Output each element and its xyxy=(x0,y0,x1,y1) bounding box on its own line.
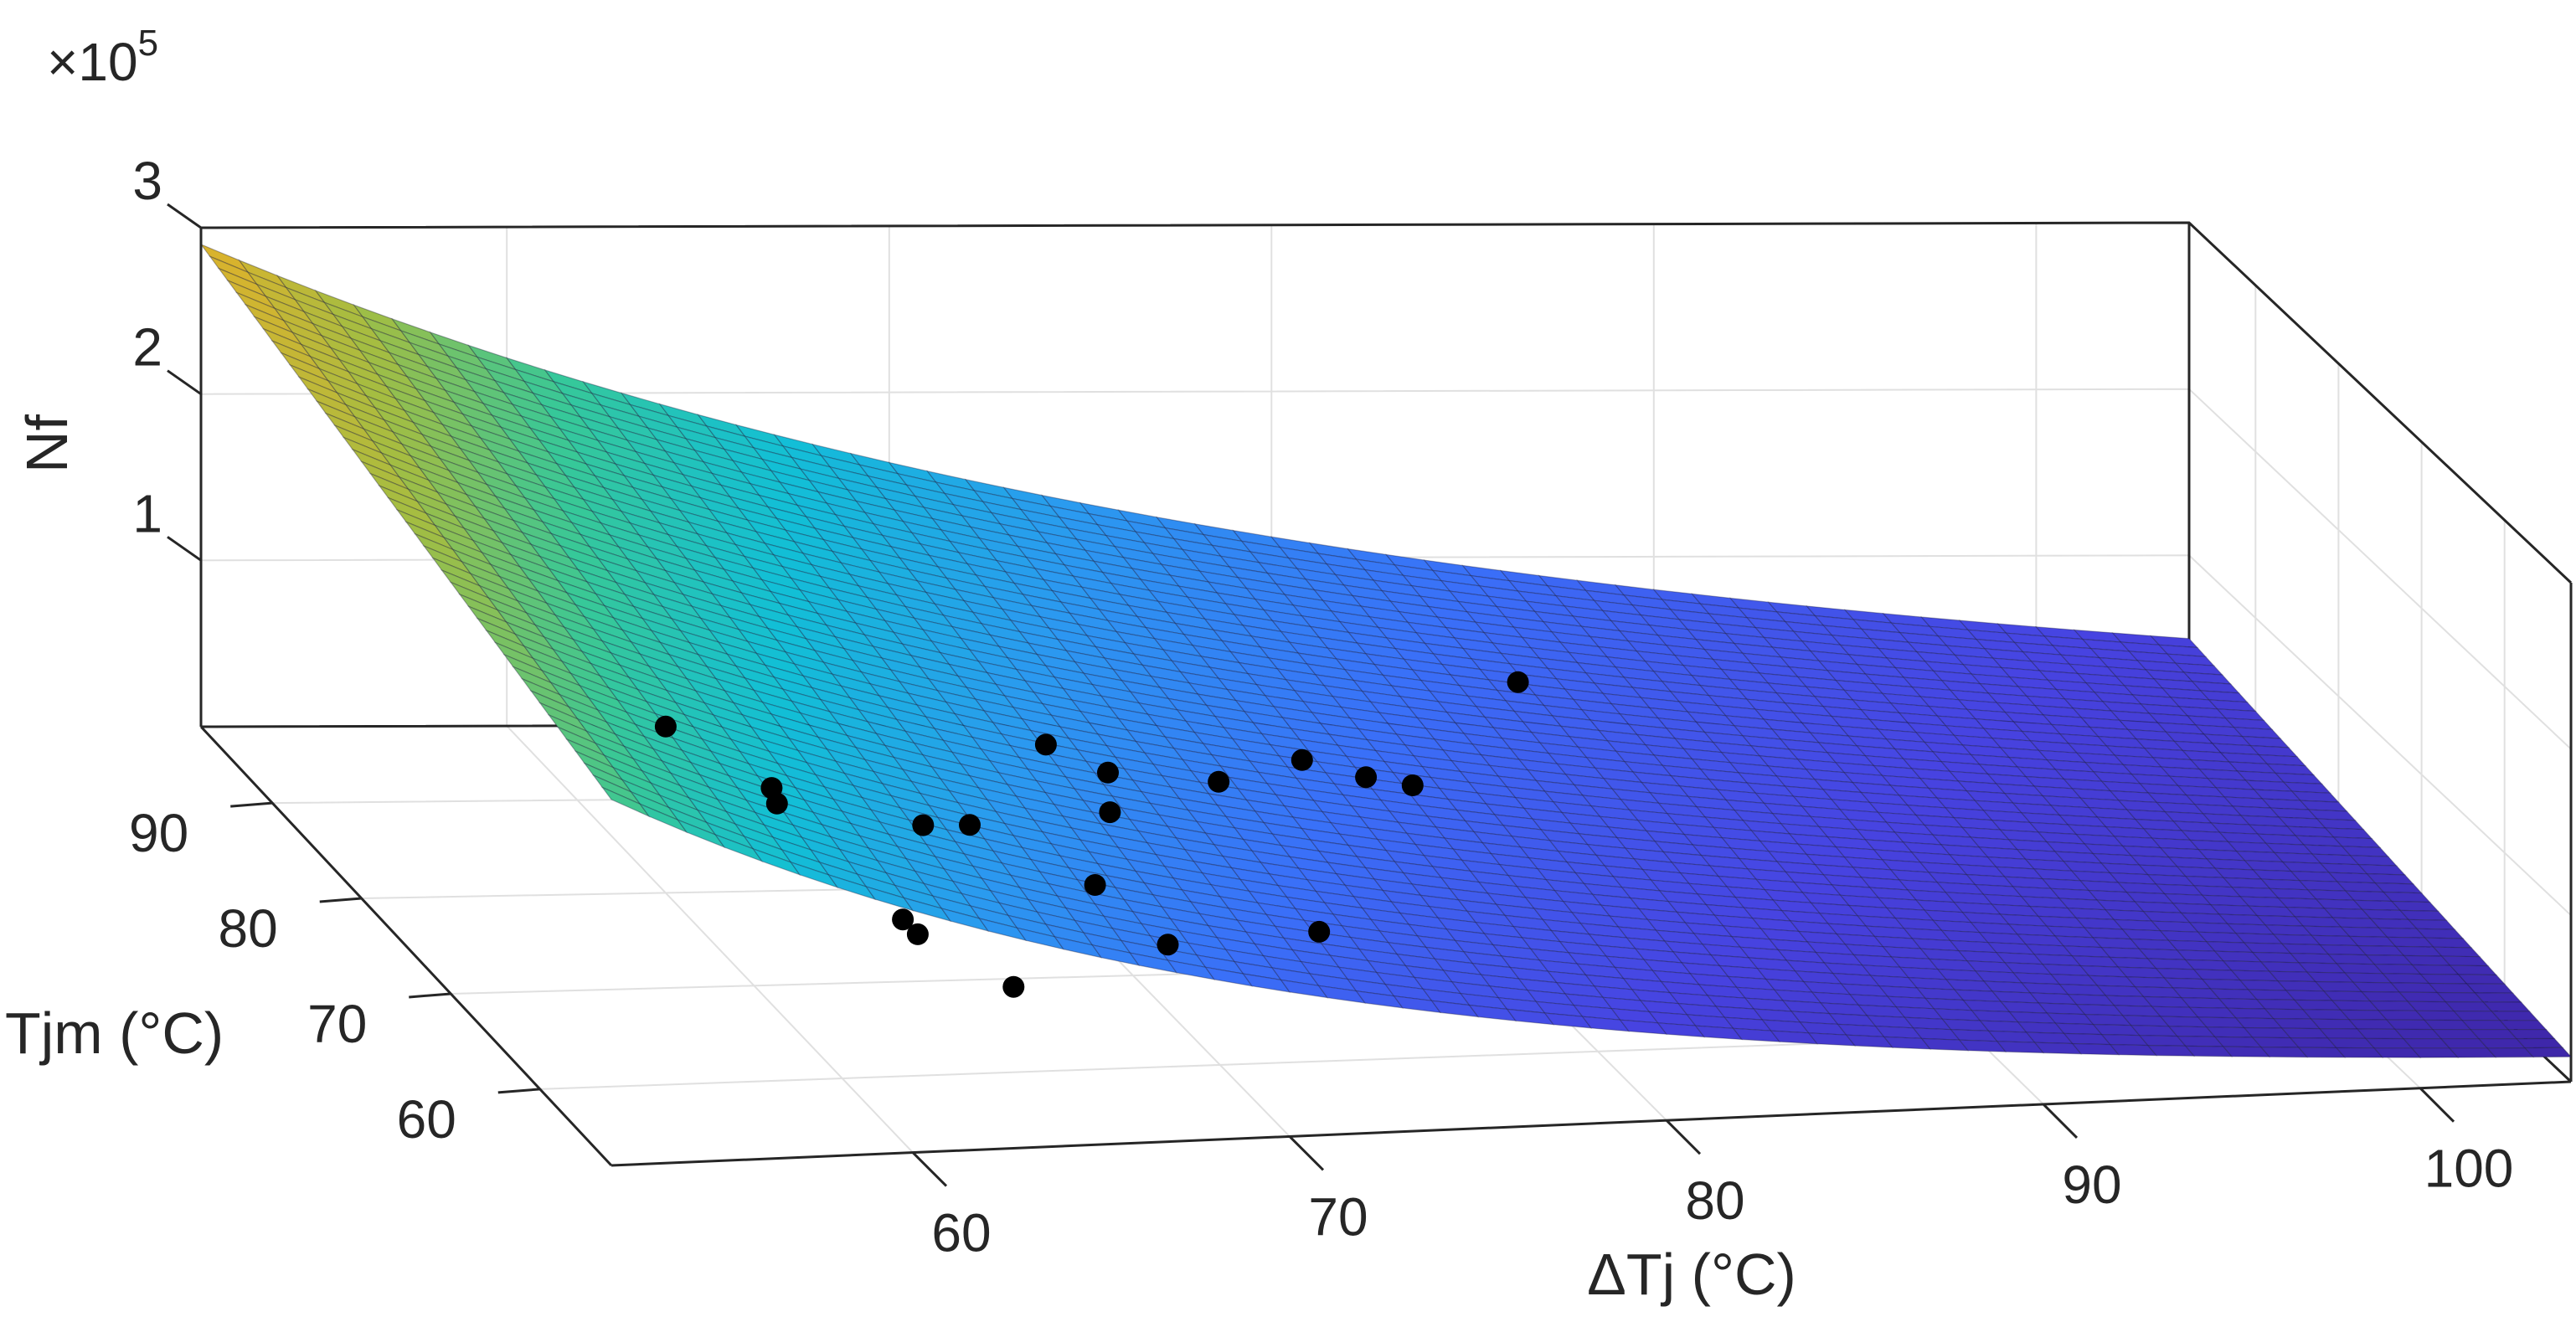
scatter-point xyxy=(1507,671,1529,693)
surface-patch xyxy=(2506,1028,2556,1040)
z-exponent-power: 5 xyxy=(138,23,158,64)
scatter-point xyxy=(1308,920,1331,943)
surface-patch xyxy=(2382,891,2431,903)
y-axis-line xyxy=(199,725,613,1167)
y-axis-title: Tjm (°C) xyxy=(5,1001,224,1066)
scatter-point xyxy=(1157,934,1179,956)
surface-patch xyxy=(2440,955,2490,967)
surface-patch xyxy=(2398,909,2448,921)
scatter-point xyxy=(1084,874,1106,896)
surface-patch xyxy=(2299,800,2348,812)
surface-patch xyxy=(2432,946,2481,958)
surface-patch xyxy=(2265,763,2316,776)
x-axis-title: ΔTj (°C) xyxy=(1587,1242,1796,1307)
surface-patch xyxy=(2307,809,2357,821)
surface-patch xyxy=(2216,708,2265,722)
scatter-point xyxy=(1291,748,1313,771)
z-tick-label: 2 xyxy=(132,317,162,378)
x-tick-mark xyxy=(1665,1119,1702,1155)
x-tick-mark xyxy=(2042,1103,2079,1139)
z-tick-mark xyxy=(167,536,202,562)
surface-patch xyxy=(2515,1037,2564,1049)
surface-patch xyxy=(2523,1047,2573,1058)
y-tick-label: 70 xyxy=(307,994,367,1054)
surface-patch xyxy=(2199,690,2249,703)
surface-patch xyxy=(2191,681,2240,694)
x-tick-label: 60 xyxy=(931,1203,991,1263)
scatter-point xyxy=(1099,801,1121,824)
y-tick-mark xyxy=(319,897,362,903)
surface-patch xyxy=(2498,1020,2548,1031)
surface-patch xyxy=(2465,983,2514,994)
scatter-series xyxy=(654,671,1529,998)
surface-patch xyxy=(2282,781,2331,794)
surface-patch xyxy=(2274,772,2324,785)
scatter-point xyxy=(959,814,981,836)
x-tick-label: 80 xyxy=(1685,1170,1744,1231)
scatter-point xyxy=(906,923,929,945)
x-axis-line xyxy=(611,1080,2572,1167)
z-exponent-label: ×105 xyxy=(47,23,158,92)
z-tick-mark xyxy=(167,369,202,395)
surface-patch xyxy=(2390,900,2439,913)
y-tick-mark xyxy=(497,1088,540,1094)
surface-patch xyxy=(2491,1011,2539,1021)
fitted-surface xyxy=(199,243,2573,1058)
x-tick-label: 90 xyxy=(2062,1155,2121,1215)
y-tick-mark xyxy=(230,801,273,808)
axis-ticks: 60 70 80 90 100 60 70 80 90 1 2 3 xyxy=(129,151,2513,1263)
scatter-point xyxy=(912,814,935,836)
surface-patch xyxy=(2415,928,2465,939)
scatter-point xyxy=(1097,761,1119,784)
box-top-edge xyxy=(200,221,2573,584)
z-tick-mark xyxy=(167,203,202,229)
x-tick-label: 70 xyxy=(1308,1186,1368,1247)
x-tick-label: 100 xyxy=(2424,1139,2514,1199)
surface-patch xyxy=(2482,1001,2531,1012)
z-tick-label: 1 xyxy=(132,483,162,543)
z-tick-label: 3 xyxy=(132,151,162,211)
svg-text:×105: ×105 xyxy=(47,23,158,92)
y-tick-label: 80 xyxy=(219,898,278,959)
scatter-point xyxy=(1002,975,1025,998)
surface-patch xyxy=(2457,974,2506,985)
axes-box-front xyxy=(199,228,2572,1167)
scatter-point xyxy=(1401,774,1424,796)
surface-patch xyxy=(2474,992,2522,1003)
surface-patch xyxy=(2341,846,2390,857)
scatter-point xyxy=(892,908,914,931)
surface-patch xyxy=(2324,827,2373,840)
surface-patch xyxy=(2182,671,2233,685)
x-tick-mark xyxy=(911,1151,948,1187)
y-tick-label: 90 xyxy=(129,803,188,863)
scatter-point xyxy=(1034,733,1057,756)
z-exponent-base: ×10 xyxy=(47,32,138,92)
surface-patch xyxy=(2374,882,2423,894)
surface-patch xyxy=(2208,699,2257,712)
scatter-point xyxy=(654,715,677,738)
y-tick-mark xyxy=(409,992,451,999)
surface-patch xyxy=(2424,937,2473,949)
scatter-point xyxy=(765,792,788,815)
x-tick-mark xyxy=(2419,1087,2455,1123)
scatter-point xyxy=(1208,770,1230,793)
z-axis-title: Nf xyxy=(14,414,80,473)
scatter-point xyxy=(1355,766,1378,789)
surface-patch xyxy=(2449,964,2498,976)
x-tick-mark xyxy=(1288,1135,1325,1171)
y-tick-label: 60 xyxy=(397,1089,456,1150)
